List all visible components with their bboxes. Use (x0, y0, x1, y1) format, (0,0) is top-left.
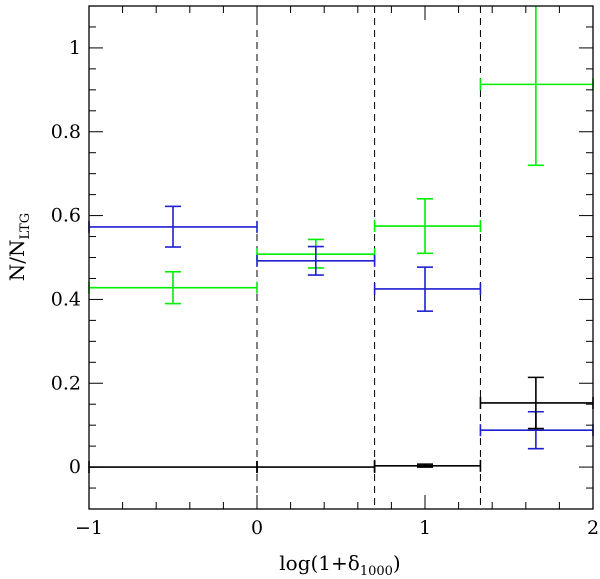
green-point-0 (88, 270, 258, 305)
x-tick-label-2: 1 (419, 517, 431, 539)
x-tick-label-0: −1 (75, 517, 103, 539)
green-point-3 (479, 6, 594, 167)
blue-point-2 (373, 266, 482, 312)
y-tick-label-3: 0.6 (51, 205, 81, 227)
x-axis-label: log(1+δ1000) (279, 551, 400, 579)
y-axis-label: N/NLTG (5, 213, 33, 281)
series-green (88, 6, 594, 305)
black-point-3 (479, 376, 594, 430)
bin-divider-lines (256, 6, 481, 509)
axes (88, 5, 594, 510)
x-tick-label-3: 2 (587, 517, 599, 539)
series-blue (88, 205, 594, 450)
y-tick-label-1: 0.2 (51, 372, 81, 394)
blue-point-1 (256, 245, 376, 276)
plot-frame (88, 5, 594, 510)
y-tick-label-4: 0.8 (51, 121, 81, 143)
black-point-0 (88, 461, 258, 474)
x-tick-label-1: 0 (251, 517, 263, 539)
series-black (88, 376, 594, 474)
y-tick-label-0: 0 (69, 456, 81, 478)
tick-labels: −1 0 1 2 0 0.2 0.4 0.6 0.8 1 (51, 37, 599, 539)
black-point-2 (373, 459, 482, 472)
blue-point-3 (479, 410, 594, 450)
data-series (88, 6, 594, 474)
black-point-1 (256, 461, 376, 474)
blue-point-0 (88, 205, 258, 248)
y-tick-label-2: 0.4 (51, 288, 81, 310)
y-tick-label-5: 1 (69, 37, 81, 59)
green-point-2 (373, 198, 482, 255)
